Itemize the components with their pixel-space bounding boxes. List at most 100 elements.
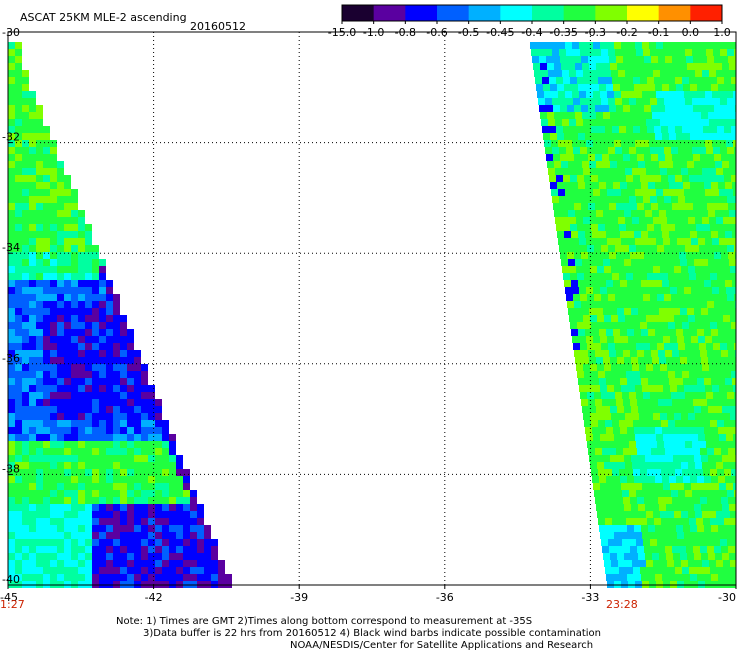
heat-cell xyxy=(585,378,592,385)
heat-cell xyxy=(656,91,663,98)
heat-cell xyxy=(113,518,120,525)
heat-cell xyxy=(551,140,558,147)
heat-cell xyxy=(700,399,707,406)
heat-cell xyxy=(169,567,176,574)
heat-cell xyxy=(614,238,621,245)
heat-cell xyxy=(50,343,57,350)
heat-cell xyxy=(113,483,120,490)
heat-cell xyxy=(141,469,148,476)
heat-cell xyxy=(719,42,726,49)
heat-cell xyxy=(619,126,626,133)
heat-cell xyxy=(562,266,569,273)
heat-cell xyxy=(50,560,57,567)
heat-cell xyxy=(134,364,141,371)
heat-cell xyxy=(698,483,705,490)
heat-cell xyxy=(680,357,687,364)
heat-cell xyxy=(127,448,134,455)
heat-cell xyxy=(633,224,640,231)
heat-cell xyxy=(557,133,564,140)
heat-cell xyxy=(15,98,22,105)
heat-cell xyxy=(621,140,628,147)
heat-cell xyxy=(120,574,127,581)
heat-cell xyxy=(724,224,731,231)
heat-cell xyxy=(15,504,22,511)
heat-cell xyxy=(78,210,85,217)
heat-cell xyxy=(714,497,721,504)
heat-cell xyxy=(650,196,657,203)
heat-cell xyxy=(606,182,613,189)
heat-cell xyxy=(686,56,693,63)
heat-cell xyxy=(106,427,113,434)
heat-cell xyxy=(569,217,576,224)
heat-cell xyxy=(564,84,571,91)
heat-cell xyxy=(657,392,664,399)
heat-cell xyxy=(626,273,633,280)
heat-cell xyxy=(57,266,64,273)
heat-cell xyxy=(730,266,736,273)
heat-cell xyxy=(99,315,106,322)
heat-cell xyxy=(599,280,606,287)
heat-cell xyxy=(64,574,71,581)
heat-cell xyxy=(64,504,71,511)
heat-cell xyxy=(50,140,57,147)
heat-cell xyxy=(703,77,710,84)
heat-cell xyxy=(630,448,637,455)
heat-cell xyxy=(722,406,729,413)
heat-cell xyxy=(620,476,627,483)
heat-cell xyxy=(655,476,662,483)
heat-cell xyxy=(642,189,649,196)
heat-cell xyxy=(622,490,629,497)
heat-cell xyxy=(99,273,106,280)
heat-cell xyxy=(697,280,704,287)
heat-cell xyxy=(662,84,669,91)
heat-cell xyxy=(671,245,678,252)
heat-cell xyxy=(732,378,736,385)
heat-cell xyxy=(43,357,50,364)
heat-cell xyxy=(649,287,656,294)
heat-cell xyxy=(78,357,85,364)
heat-cell xyxy=(541,119,548,126)
heat-cell xyxy=(635,385,642,392)
heat-cell xyxy=(713,49,720,56)
heat-cell xyxy=(732,182,736,189)
heat-cell xyxy=(621,238,628,245)
heat-cell xyxy=(141,420,148,427)
heat-cell xyxy=(22,406,29,413)
heat-cell xyxy=(716,413,723,420)
heat-cell xyxy=(550,182,557,189)
heat-cell xyxy=(591,420,598,427)
heat-cell xyxy=(569,266,576,273)
heat-cell xyxy=(733,532,736,539)
heat-cell xyxy=(712,238,719,245)
heat-cell xyxy=(632,560,639,567)
heat-cell xyxy=(78,245,85,252)
heat-cell xyxy=(716,217,723,224)
heat-cell xyxy=(609,154,616,161)
heat-cell xyxy=(680,210,687,217)
heat-cell xyxy=(546,105,553,112)
heat-cell xyxy=(588,301,595,308)
heat-cell xyxy=(610,504,617,511)
heat-cell xyxy=(582,357,589,364)
heat-cell xyxy=(36,294,43,301)
heat-cell xyxy=(716,560,723,567)
heat-cell xyxy=(657,441,664,448)
heat-cell xyxy=(624,112,631,119)
heat-cell xyxy=(8,301,15,308)
heat-cell xyxy=(623,252,630,259)
heat-cell xyxy=(584,77,591,84)
heat-cell xyxy=(723,315,730,322)
heat-cell xyxy=(666,504,673,511)
heat-cell xyxy=(50,224,57,231)
heat-cell xyxy=(614,189,621,196)
heat-cell xyxy=(657,245,664,252)
heat-cell xyxy=(573,147,580,154)
heat-cell xyxy=(627,84,634,91)
heat-cell xyxy=(691,287,698,294)
heat-cell xyxy=(106,308,113,315)
heat-cell xyxy=(597,119,604,126)
heat-cell xyxy=(703,567,710,574)
heat-cell xyxy=(574,56,581,63)
heat-cell xyxy=(584,273,591,280)
heat-cell xyxy=(732,427,736,434)
